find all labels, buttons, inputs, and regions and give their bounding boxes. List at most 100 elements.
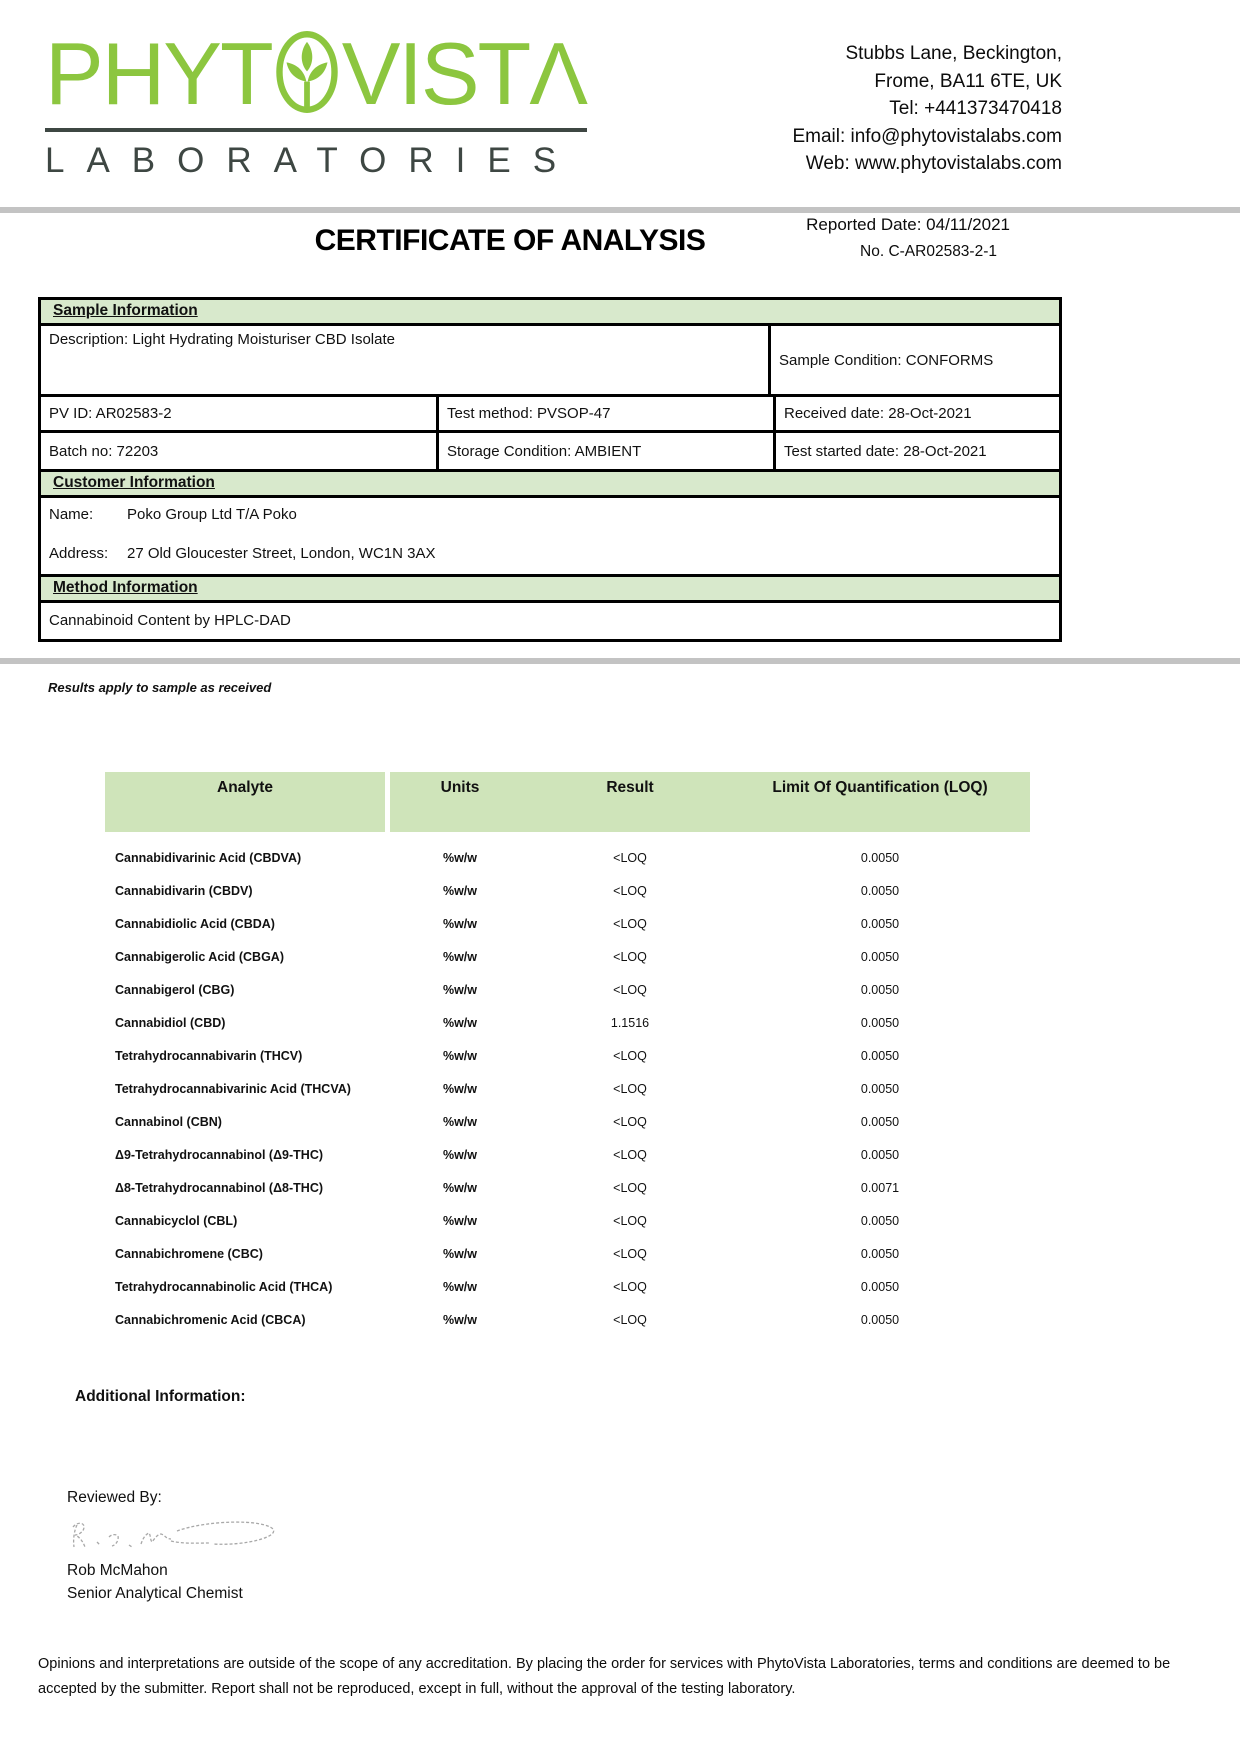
results-rows: Cannabidivarinic Acid (CBDVA) %w/w <LOQ 0.0… bbox=[105, 841, 1030, 1336]
customer-address-line: Address: 27 Old Gloucester Street, London… bbox=[49, 545, 1049, 562]
results-row: Cannabigerol (CBG) %w/w <LOQ 0.0050 bbox=[105, 973, 1030, 1006]
results-cell-analyte: Cannabinol (CBN) bbox=[115, 1114, 222, 1129]
results-cell-result: <LOQ bbox=[613, 949, 647, 964]
customer-information-title: Customer Information bbox=[53, 474, 215, 491]
results-cell-units: %w/w bbox=[442, 850, 478, 865]
customer-details: Name: Poko Group Ltd T/A Poko Address: 27 … bbox=[41, 498, 1059, 574]
contact-phone: Tel: +441373470418 bbox=[889, 98, 1062, 119]
results-cell-analyte: Cannabigerol (CBG) bbox=[115, 982, 235, 997]
test-method: Test method: PVSOP-47 bbox=[439, 397, 776, 430]
results-cell-result: <LOQ bbox=[613, 1081, 647, 1096]
results-cell-loq: 0.0071 bbox=[860, 1180, 900, 1195]
results-cell-units: %w/w bbox=[442, 949, 478, 964]
customer-name-value: Poko Group Ltd T/A Poko bbox=[127, 506, 297, 523]
results-cell-loq: 0.0050 bbox=[860, 850, 900, 865]
results-cell-result: 1.1516 bbox=[610, 1015, 650, 1030]
results-cell-result: <LOQ bbox=[613, 883, 647, 898]
results-cell-analyte: Cannabichromenic Acid (CBCA) bbox=[115, 1312, 306, 1327]
method-description: Cannabinoid Content by HPLC-DAD bbox=[49, 612, 291, 629]
results-cell-loq: 0.0050 bbox=[860, 1081, 900, 1096]
column-header-units: Units bbox=[440, 779, 480, 796]
results-cell-units: %w/w bbox=[442, 982, 478, 997]
results-cell-loq: 0.0050 bbox=[860, 916, 900, 931]
review-block: Reviewed By: Rob McMahon Senior Analytic… bbox=[67, 1486, 282, 1605]
results-cell-loq: 0.0050 bbox=[860, 1048, 900, 1063]
results-row: Tetrahydrocannabivarinic Acid (THCVA) %w/… bbox=[105, 1072, 1030, 1105]
phytovista-logo: PHYT VISTΛ LABORATORIES bbox=[45, 24, 588, 181]
logo-divider bbox=[45, 128, 587, 132]
results-row: Cannabichromenic Acid (CBCA) %w/w <LOQ 0.00… bbox=[105, 1303, 1030, 1336]
results-cell-loq: 0.0050 bbox=[860, 883, 900, 898]
results-cell-loq: 0.0050 bbox=[860, 1147, 900, 1162]
results-cell-units: %w/w bbox=[442, 1246, 478, 1261]
sample-row-description: Description: Light Hydrating Moisturiser… bbox=[41, 326, 1059, 394]
results-row: Cannabidivarinic Acid (CBDVA) %w/w <LOQ 0.0… bbox=[105, 841, 1030, 874]
method-information-title: Method Information bbox=[53, 579, 198, 596]
results-cell-units: %w/w bbox=[442, 1081, 478, 1096]
results-cell-analyte: Δ8-Tetrahydrocannabinol (Δ8-THC) bbox=[115, 1180, 324, 1195]
column-header-analyte: Analyte bbox=[105, 772, 385, 832]
results-note: Results apply to sample as received bbox=[48, 680, 272, 695]
results-row: Tetrahydrocannabinolic Acid (THCA) %w/w <L… bbox=[105, 1270, 1030, 1303]
results-table: Analyte Units Result Limit Of Quantifica… bbox=[105, 772, 1030, 1336]
results-cell-analyte: Cannabidivarin (CBDV) bbox=[115, 883, 253, 898]
results-table-header: Analyte Units Result Limit Of Quantifica… bbox=[105, 772, 1030, 832]
results-cell-loq: 0.0050 bbox=[860, 1279, 900, 1294]
sample-row-ids: PV ID: AR02583-2 Test method: PVSOP-47 R… bbox=[41, 394, 1059, 430]
logo-subtitle: LABORATORIES bbox=[45, 141, 579, 180]
results-cell-units: %w/w bbox=[442, 883, 478, 898]
sample-condition: Sample Condition: CONFORMS bbox=[779, 351, 994, 369]
section-header-sample-information: Sample Information bbox=[41, 300, 1059, 326]
results-cell-analyte: Cannabigerolic Acid (CBGA) bbox=[115, 949, 284, 964]
logo-text-right: VISTΛ bbox=[341, 24, 588, 123]
column-header-loq: Limit Of Quantification (LOQ) bbox=[772, 779, 988, 796]
received-date: Received date: 28-Oct-2021 bbox=[784, 405, 972, 422]
results-cell-units: %w/w bbox=[442, 1279, 478, 1294]
section-header-customer-information: Customer Information bbox=[41, 472, 1059, 498]
customer-name-line: Name: Poko Group Ltd T/A Poko bbox=[49, 506, 1049, 523]
results-row: Cannabidiol (CBD) %w/w 1.1516 0.0050 bbox=[105, 1006, 1030, 1039]
additional-information-label: Additional Information: bbox=[75, 1388, 246, 1405]
reviewer-title: Senior Analytical Chemist bbox=[67, 1585, 243, 1602]
results-cell-loq: 0.0050 bbox=[860, 1213, 900, 1228]
info-tables: Sample Information Description: Light Hy… bbox=[38, 297, 1062, 642]
results-cell-result: <LOQ bbox=[613, 1279, 647, 1294]
batch-no: Batch no: 72203 bbox=[41, 433, 439, 469]
divider-results bbox=[0, 658, 1240, 664]
results-cell-result: <LOQ bbox=[613, 1048, 647, 1063]
sample-information-title: Sample Information bbox=[53, 302, 198, 319]
results-row: Δ8-Tetrahydrocannabinol (Δ8-THC) %w/w <LOQ… bbox=[105, 1171, 1030, 1204]
results-cell-loq: 0.0050 bbox=[860, 1114, 900, 1129]
disclaimer-text: Opinions and interpretations are outside… bbox=[38, 1656, 1171, 1697]
results-cell-units: %w/w bbox=[442, 1048, 478, 1063]
results-cell-loq: 0.0050 bbox=[860, 1246, 900, 1261]
results-cell-units: %w/w bbox=[442, 1114, 478, 1129]
contact-email: Email: info@phytovistalabs.com bbox=[792, 125, 1062, 147]
results-row: Cannabinol (CBN) %w/w <LOQ 0.0050 bbox=[105, 1105, 1030, 1138]
contact-web: Web: www.phytovistalabs.com bbox=[805, 153, 1062, 174]
results-cell-analyte: Cannabidiol (CBD) bbox=[115, 1015, 226, 1030]
results-cell-result: <LOQ bbox=[613, 1147, 647, 1162]
results-cell-loq: 0.0050 bbox=[860, 1312, 900, 1327]
results-cell-analyte: Tetrahydrocannabinolic Acid (THCA) bbox=[115, 1279, 333, 1294]
results-cell-result: <LOQ bbox=[613, 916, 647, 931]
results-cell-analyte: Cannabidivarinic Acid (CBDVA) bbox=[115, 850, 302, 865]
results-row: Cannabidivarin (CBDV) %w/w <LOQ 0.0050 bbox=[105, 874, 1030, 907]
results-cell-analyte: Cannabidiolic Acid (CBDA) bbox=[115, 916, 275, 931]
customer-address-value: 27 Old Gloucester Street, London, WC1N 3… bbox=[127, 545, 436, 562]
results-row: Cannabidiolic Acid (CBDA) %w/w <LOQ 0.0050 bbox=[105, 907, 1030, 940]
results-cell-units: %w/w bbox=[442, 1015, 478, 1030]
results-cell-result: <LOQ bbox=[613, 982, 647, 997]
certificate-title: CERTIFICATE OF ANALYSIS bbox=[314, 224, 706, 257]
results-row: Δ9-Tetrahydrocannabinol (Δ9-THC) %w/w <LOQ… bbox=[105, 1138, 1030, 1171]
results-row: Tetrahydrocannabivarin (THCV) %w/w <LOQ 0.0… bbox=[105, 1039, 1030, 1072]
results-cell-loq: 0.0050 bbox=[860, 1015, 900, 1030]
test-started-date: Test started date: 28-Oct-2021 bbox=[784, 442, 987, 460]
results-row: Cannabichromene (CBC) %w/w <LOQ 0.0050 bbox=[105, 1237, 1030, 1270]
lab-contact-block: Stubbs Lane, Beckington, Frome, BA11 6TE… bbox=[792, 40, 1062, 178]
customer-name-label: Name: bbox=[49, 506, 94, 523]
results-cell-units: %w/w bbox=[442, 1213, 478, 1228]
sample-row-batch: Batch no: 72203 Storage Condition: AMBIE… bbox=[41, 430, 1059, 472]
results-header-right: Units Result Limit Of Quantification (LO… bbox=[390, 772, 1030, 832]
reported-date: Reported Date: 04/11/2021 bbox=[806, 215, 1010, 234]
